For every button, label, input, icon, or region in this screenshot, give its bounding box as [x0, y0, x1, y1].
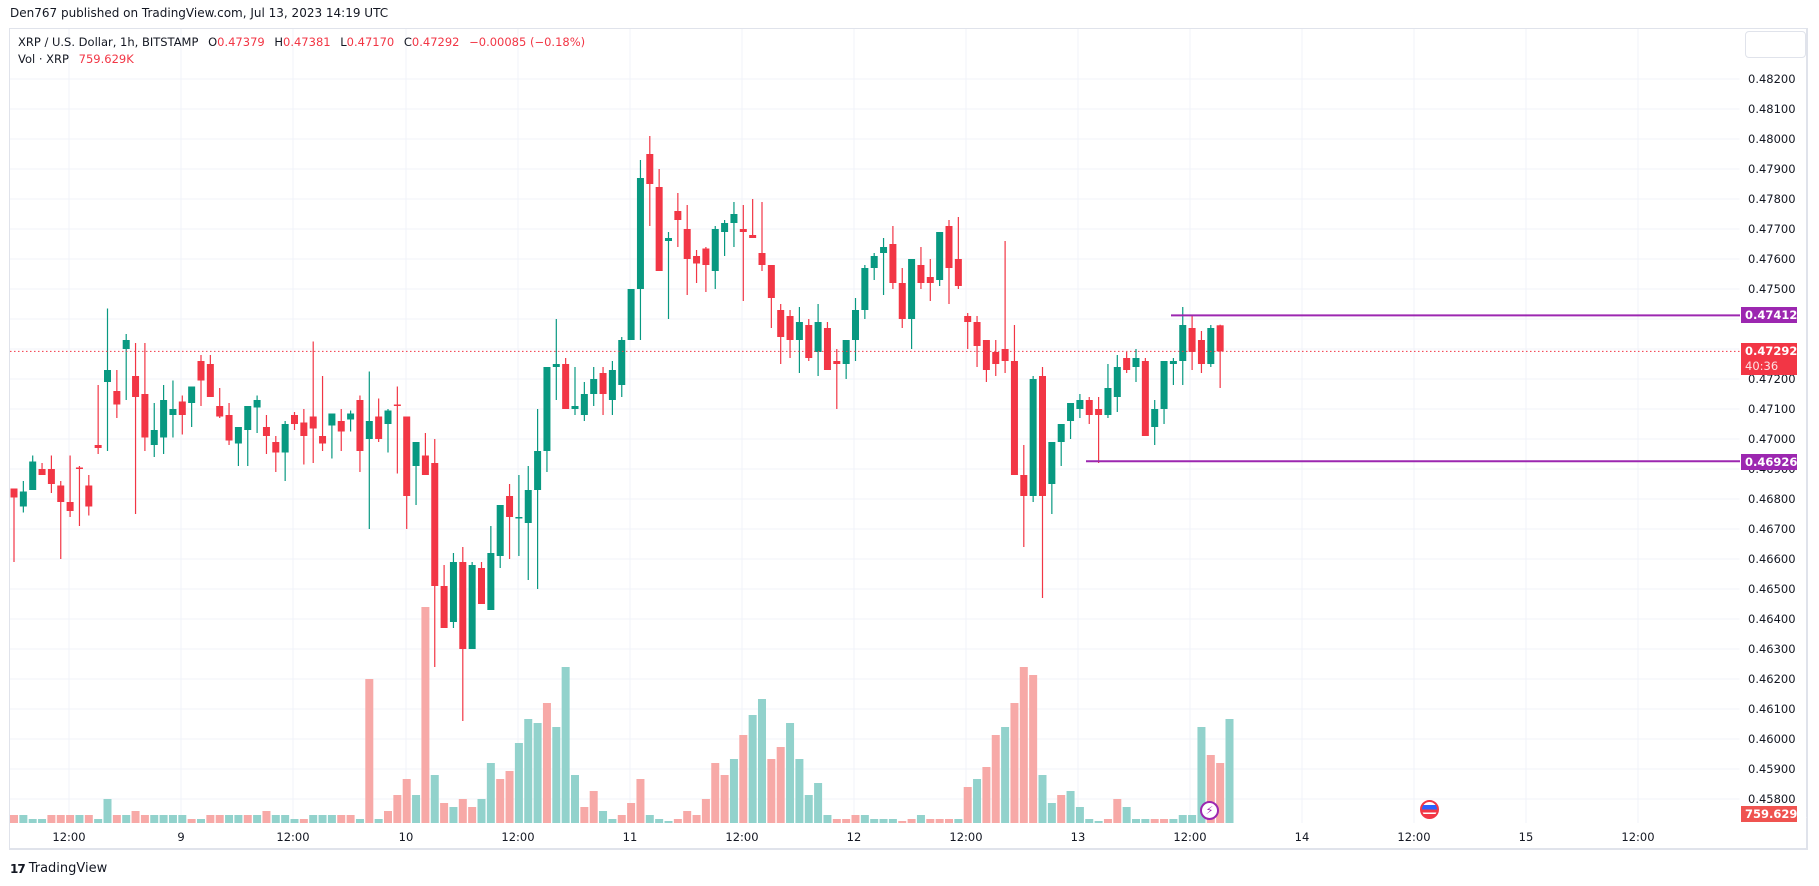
- price-tick: 0.46600: [1748, 552, 1796, 566]
- us-flag-event-icon[interactable]: [1420, 800, 1439, 819]
- price-tick: 0.47900: [1748, 162, 1796, 176]
- lightning-event-icon[interactable]: ⚡: [1200, 801, 1219, 820]
- price-tick: 0.46300: [1748, 642, 1796, 656]
- horizontal-ray-lines[interactable]: [10, 314, 1740, 463]
- symbol-legend-row: XRP / U.S. Dollar, 1h, BITSTAMP O0.47379…: [18, 34, 585, 51]
- change-value: −0.00085 (−0.18%): [469, 35, 586, 49]
- price-tick: 0.47200: [1748, 372, 1796, 386]
- low-label: L: [340, 35, 347, 49]
- close-value: 0.47292: [411, 35, 460, 49]
- price-tick: 0.48200: [1748, 72, 1796, 86]
- price-tick: 0.47600: [1748, 252, 1796, 266]
- low-value: 0.47170: [346, 35, 395, 49]
- tradingview-brand: TradingView: [28, 861, 108, 876]
- time-tick: 9: [177, 830, 184, 844]
- time-tick: 12:00: [52, 830, 85, 844]
- price-tick: 0.47100: [1748, 402, 1796, 416]
- price-candles: [10, 136, 1224, 721]
- volume-value: 759.629K: [78, 52, 134, 66]
- symbol-title[interactable]: XRP / U.S. Dollar, 1h, BITSTAMP: [18, 35, 199, 49]
- price-tick: 0.47800: [1748, 192, 1796, 206]
- time-tick: 12:00: [501, 830, 534, 844]
- price-axis[interactable]: 0.48200 0.48100 0.48000 0.47900 0.47800 0.477…: [1748, 72, 1796, 806]
- price-tick: 0.46500: [1748, 582, 1796, 596]
- price-tick: 0.46000: [1748, 732, 1796, 746]
- volume-legend-row: Vol · XRP 759.629K: [18, 51, 585, 68]
- tradingview-mark-icon: 17: [10, 861, 26, 876]
- tradingview-logo[interactable]: 17 TradingView: [10, 861, 107, 876]
- price-tick: 0.46800: [1748, 492, 1796, 506]
- price-tick: 0.48000: [1748, 132, 1796, 146]
- time-tick: 11: [623, 830, 638, 844]
- price-tick: 0.48100: [1748, 102, 1796, 116]
- last-price-tag: 0.47292 40:36: [1741, 343, 1797, 375]
- support-price-tag: 0.46926: [1741, 454, 1797, 470]
- price-tick: 0.47700: [1748, 222, 1796, 236]
- bar-countdown: 40:36: [1745, 359, 1779, 373]
- time-tick: 12:00: [725, 830, 758, 844]
- volume-title[interactable]: Vol · XRP: [18, 52, 69, 66]
- open-label: O: [208, 35, 218, 49]
- time-tick: 13: [1071, 830, 1086, 844]
- price-tick: 0.47000: [1748, 432, 1796, 446]
- volume-price-tag: 759.629K: [1741, 806, 1806, 822]
- open-value: 0.47379: [217, 35, 265, 49]
- high-value: 0.47381: [283, 35, 331, 49]
- time-tick: 12:00: [1621, 830, 1654, 844]
- high-label: H: [274, 35, 284, 49]
- time-tick: 12: [847, 830, 862, 844]
- time-tick: 12:00: [276, 830, 309, 844]
- price-tick: 0.46700: [1748, 522, 1796, 536]
- time-axis[interactable]: 12:00 9 12:00 10 12:00 11 12:00 12 12:00 13 12:00 1…: [52, 830, 1654, 844]
- time-tick: 12:00: [1397, 830, 1430, 844]
- resistance-price-tag: 0.47412: [1741, 307, 1797, 323]
- price-tick: 0.47500: [1748, 282, 1796, 296]
- chart-frame: [9, 28, 1808, 850]
- time-tick: 14: [1295, 830, 1310, 844]
- chart-settings-box[interactable]: [1745, 31, 1806, 58]
- price-tick: 0.45900: [1748, 762, 1796, 776]
- price-tick: 0.46100: [1748, 702, 1796, 716]
- chart-legend: XRP / U.S. Dollar, 1h, BITSTAMP O0.47379…: [18, 34, 585, 68]
- price-tick: 0.46400: [1748, 612, 1796, 626]
- last-price-value: 0.47292: [1745, 344, 1798, 358]
- published-caption: Den767 published on TradingView.com, Jul…: [10, 6, 389, 20]
- time-tick: 12:00: [1173, 830, 1206, 844]
- price-tick: 0.46200: [1748, 672, 1796, 686]
- time-tick: 12:00: [949, 830, 982, 844]
- volume-bars: [10, 607, 1234, 823]
- price-tick: 0.45800: [1748, 792, 1796, 806]
- time-tick: 10: [399, 830, 414, 844]
- chart-grid: [10, 29, 1741, 823]
- close-label: C: [403, 35, 412, 49]
- time-tick: 15: [1519, 830, 1534, 844]
